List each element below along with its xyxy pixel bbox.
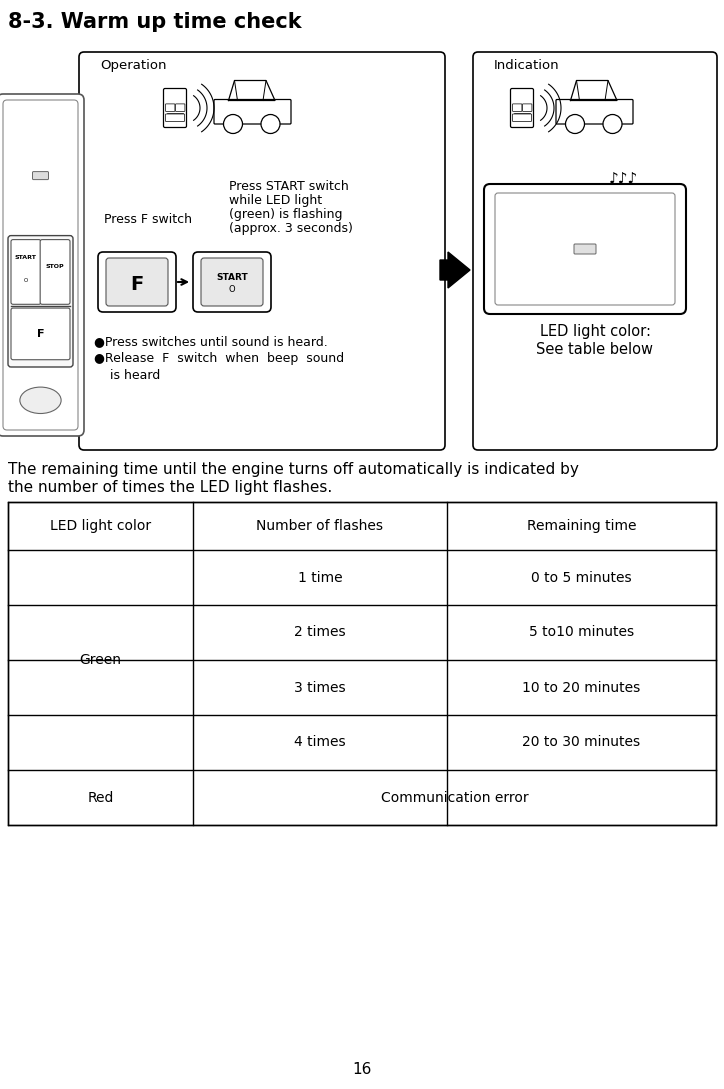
FancyBboxPatch shape [556, 99, 633, 124]
Text: ♪♪♪: ♪♪♪ [608, 172, 638, 187]
FancyBboxPatch shape [40, 240, 70, 304]
Text: START: START [15, 255, 37, 260]
FancyBboxPatch shape [11, 308, 70, 359]
FancyBboxPatch shape [510, 88, 534, 127]
FancyBboxPatch shape [166, 114, 185, 122]
Text: the number of times the LED light flashes.: the number of times the LED light flashe… [8, 480, 332, 495]
FancyBboxPatch shape [201, 258, 263, 306]
Text: ●Press switches until sound is heard.: ●Press switches until sound is heard. [94, 335, 328, 348]
Text: is heard: is heard [94, 369, 160, 382]
Text: LED light color: LED light color [50, 519, 151, 533]
FancyBboxPatch shape [193, 252, 271, 313]
Text: 16: 16 [353, 1063, 371, 1077]
Text: O: O [24, 278, 28, 283]
Text: LED light color:: LED light color: [539, 325, 650, 339]
Circle shape [603, 114, 622, 134]
Circle shape [261, 114, 280, 134]
FancyBboxPatch shape [0, 94, 84, 436]
FancyBboxPatch shape [513, 103, 522, 111]
Text: 10 to 20 minutes: 10 to 20 minutes [523, 681, 641, 695]
Text: ●Release  F  switch  when  beep  sound: ●Release F switch when beep sound [94, 352, 344, 365]
FancyBboxPatch shape [166, 103, 175, 111]
FancyBboxPatch shape [106, 258, 168, 306]
Polygon shape [229, 81, 275, 100]
FancyBboxPatch shape [11, 240, 41, 304]
Text: 0 to 5 minutes: 0 to 5 minutes [531, 571, 632, 585]
Text: 1 time: 1 time [298, 571, 342, 585]
FancyBboxPatch shape [473, 52, 717, 450]
Text: (green) is flashing: (green) is flashing [229, 208, 342, 221]
Polygon shape [440, 252, 470, 287]
FancyBboxPatch shape [495, 193, 675, 305]
Text: Green: Green [80, 653, 122, 666]
FancyBboxPatch shape [98, 252, 176, 313]
Text: 4 times: 4 times [294, 735, 346, 749]
Text: Operation: Operation [100, 59, 167, 72]
FancyBboxPatch shape [164, 88, 187, 127]
Polygon shape [571, 81, 617, 100]
FancyBboxPatch shape [484, 184, 686, 314]
Text: Indication: Indication [494, 59, 560, 72]
Text: STOP: STOP [46, 265, 64, 269]
FancyBboxPatch shape [574, 244, 596, 254]
FancyBboxPatch shape [214, 99, 291, 124]
Circle shape [224, 114, 243, 134]
FancyBboxPatch shape [513, 114, 531, 122]
Text: F: F [37, 329, 44, 339]
FancyBboxPatch shape [8, 235, 73, 367]
Text: Number of flashes: Number of flashes [256, 519, 384, 533]
Text: Press START switch: Press START switch [229, 180, 349, 193]
Text: (approx. 3 seconds): (approx. 3 seconds) [229, 222, 353, 235]
FancyBboxPatch shape [175, 103, 185, 111]
FancyBboxPatch shape [79, 52, 445, 450]
Text: The remaining time until the engine turns off automatically is indicated by: The remaining time until the engine turn… [8, 462, 579, 477]
Text: O: O [229, 285, 235, 294]
Text: 3 times: 3 times [294, 681, 346, 695]
FancyBboxPatch shape [523, 103, 532, 111]
Text: 20 to 30 minutes: 20 to 30 minutes [523, 735, 641, 749]
Text: 5 to10 minutes: 5 to10 minutes [529, 625, 634, 639]
Text: Red: Red [88, 791, 114, 805]
Text: See table below: See table below [536, 342, 654, 357]
FancyBboxPatch shape [3, 100, 78, 430]
Text: Press F switch: Press F switch [104, 213, 192, 227]
Text: 8-3. Warm up time check: 8-3. Warm up time check [8, 12, 302, 32]
Text: while LED light: while LED light [229, 194, 322, 207]
Ellipse shape [20, 387, 61, 414]
Text: Communication error: Communication error [381, 791, 529, 805]
FancyBboxPatch shape [33, 172, 49, 180]
Text: START: START [216, 273, 248, 282]
Circle shape [565, 114, 584, 134]
Bar [8, 502, 716, 825]
Text: 2 times: 2 times [294, 625, 346, 639]
Text: Remaining time: Remaining time [527, 519, 636, 533]
Text: F: F [130, 274, 143, 294]
